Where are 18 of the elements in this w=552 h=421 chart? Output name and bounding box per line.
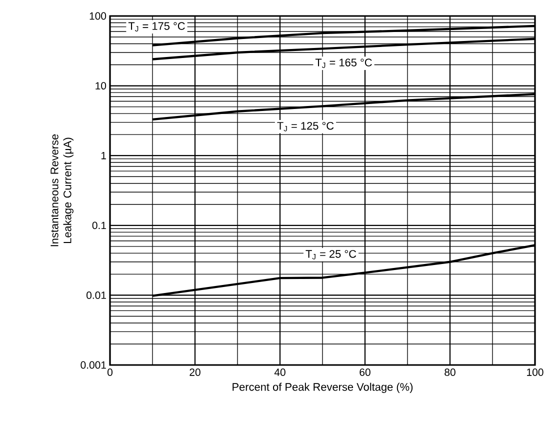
series-label: T$_{J}$ = 25 °C <box>306 250 356 260</box>
series-label: T$_{J}$ = 175 °C <box>128 22 185 32</box>
y-tick-label: 10 <box>96 82 106 90</box>
y-axis-title: Instantaneous Reverse Leakage Current (µA) <box>50 134 74 246</box>
series-label: T$_{J}$ = 125 °C <box>277 122 334 132</box>
y-tick-label: 0.001 <box>80 361 106 369</box>
x-tick-label: 40 <box>274 368 286 376</box>
y-tick-label: 0.01 <box>86 292 106 299</box>
x-tick-label: 20 <box>190 368 200 376</box>
x-tick-label: 0 <box>107 368 112 376</box>
y-tick-label: 0.1 <box>92 222 106 230</box>
series-label: T$_{J}$ = 165 °C <box>315 58 372 68</box>
x-tick-label: 80 <box>444 368 456 376</box>
x-tick-label: 60 <box>360 368 370 376</box>
y-tick-label: 1 <box>101 152 106 160</box>
y-tick-label: 100 <box>90 12 106 20</box>
x-tick-label: 100 <box>527 368 544 376</box>
x-axis-title: Percent of Peak Reverse Voltage (%) <box>232 382 413 393</box>
